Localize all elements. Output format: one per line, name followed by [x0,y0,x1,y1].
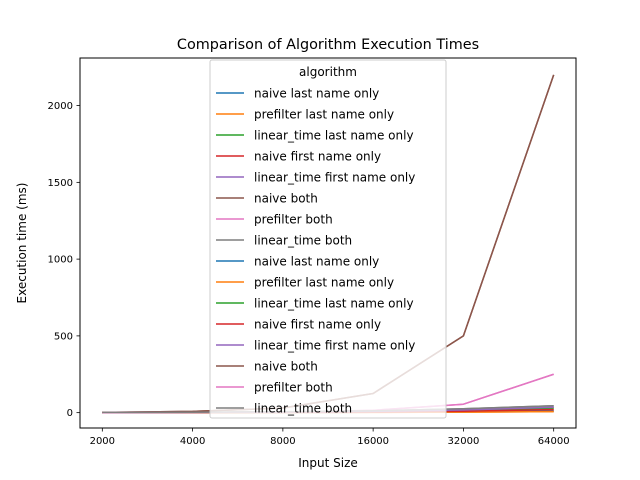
y-tick-label: 2000 [48,101,73,112]
x-tick-label: 2000 [90,436,115,447]
legend-title: algorithm [299,65,357,79]
legend-label: linear_time both [254,402,352,416]
legend-label: prefilter both [254,213,333,227]
x-tick-label: 64000 [538,436,570,447]
legend-label: naive first name only [254,150,381,164]
x-tick-label: 32000 [448,436,480,447]
legend-label: prefilter both [254,381,333,395]
legend-label: prefilter last name only [254,276,394,290]
y-axis: 0 500 1000 1500 2000 [48,101,80,419]
legend-label: naive first name only [254,318,381,332]
legend: algorithm naive last name only prefilter … [209,59,447,419]
x-axis-label: Input Size [298,456,358,470]
y-tick-label: 0 [67,408,73,419]
legend-label: naive both [254,360,318,374]
x-tick-label: 8000 [270,436,295,447]
y-tick-label: 1000 [48,255,73,266]
legend-label: linear_time first name only [254,171,415,185]
x-axis: 2000 4000 8000 16000 32000 64000 [90,428,570,447]
legend-label: naive both [254,192,318,206]
legend-label: linear_time last name only [254,297,414,311]
x-tick-label: 4000 [180,436,205,447]
y-tick-label: 1500 [48,178,73,189]
legend-label: linear_time last name only [254,129,414,143]
legend-label: linear_time first name only [254,339,415,353]
legend-box [209,59,447,419]
legend-label: linear_time both [254,234,352,248]
legend-entries: naive last name only prefilter last name … [216,87,415,416]
legend-label: prefilter last name only [254,108,394,122]
y-tick-label: 500 [54,331,73,342]
x-tick-label: 16000 [357,436,389,447]
legend-label: naive last name only [254,255,379,269]
legend-label: naive last name only [254,87,379,101]
y-axis-label: Execution time (ms) [15,183,29,304]
plot-frame [79,57,577,429]
chart-title: Comparison of Algorithm Execution Times [177,37,479,53]
